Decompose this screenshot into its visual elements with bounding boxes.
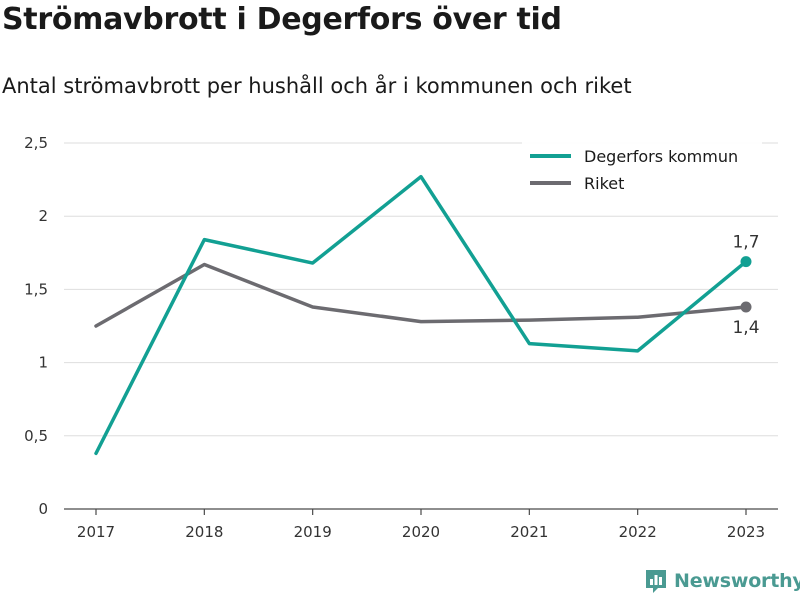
- x-tick-label: 2017: [77, 523, 115, 541]
- y-tick-label: 1: [38, 354, 48, 372]
- x-tick-label: 2022: [619, 523, 657, 541]
- brand-name: Newsworthy: [674, 570, 800, 592]
- axes: 0 0,5 1 1,5 2 2,5 2017 2018 2019 2020 2021 2022 2023: [24, 134, 778, 541]
- y-tick-label: 2,5: [24, 134, 48, 152]
- x-tick-label: 2021: [510, 523, 548, 541]
- legend-background: [522, 140, 762, 204]
- x-tick-label: 2023: [727, 523, 765, 541]
- series-end-point: [740, 301, 752, 313]
- y-tick-label: 0,5: [24, 427, 48, 445]
- bar-chart-logo-icon: [646, 570, 666, 593]
- legend: Degerfors kommun Riket: [522, 140, 762, 204]
- series-end-point: [740, 256, 752, 268]
- legend-label: Riket: [584, 174, 624, 193]
- series-line: [94, 262, 748, 328]
- data-label: 1,7: [732, 233, 759, 253]
- y-tick-label: 1,5: [24, 280, 48, 298]
- legend-label: Degerfors kommun: [584, 147, 738, 166]
- chart-subtitle: Antal strömavbrott per hushåll och år i …: [2, 74, 632, 98]
- series-lines: 1,4 1,7: [94, 174, 760, 456]
- chart-title: Strömavbrott i Degerfors över tid: [2, 2, 562, 37]
- series-line: [94, 174, 748, 456]
- x-tick-label: 2020: [402, 523, 440, 541]
- y-tick-label: 0: [38, 500, 48, 518]
- x-tick-label: 2019: [294, 523, 332, 541]
- brand-logo: Newsworthy: [644, 568, 800, 594]
- data-label: 1,4: [732, 318, 759, 338]
- x-tick-label: 2018: [185, 523, 223, 541]
- y-tick-label: 2: [38, 207, 48, 225]
